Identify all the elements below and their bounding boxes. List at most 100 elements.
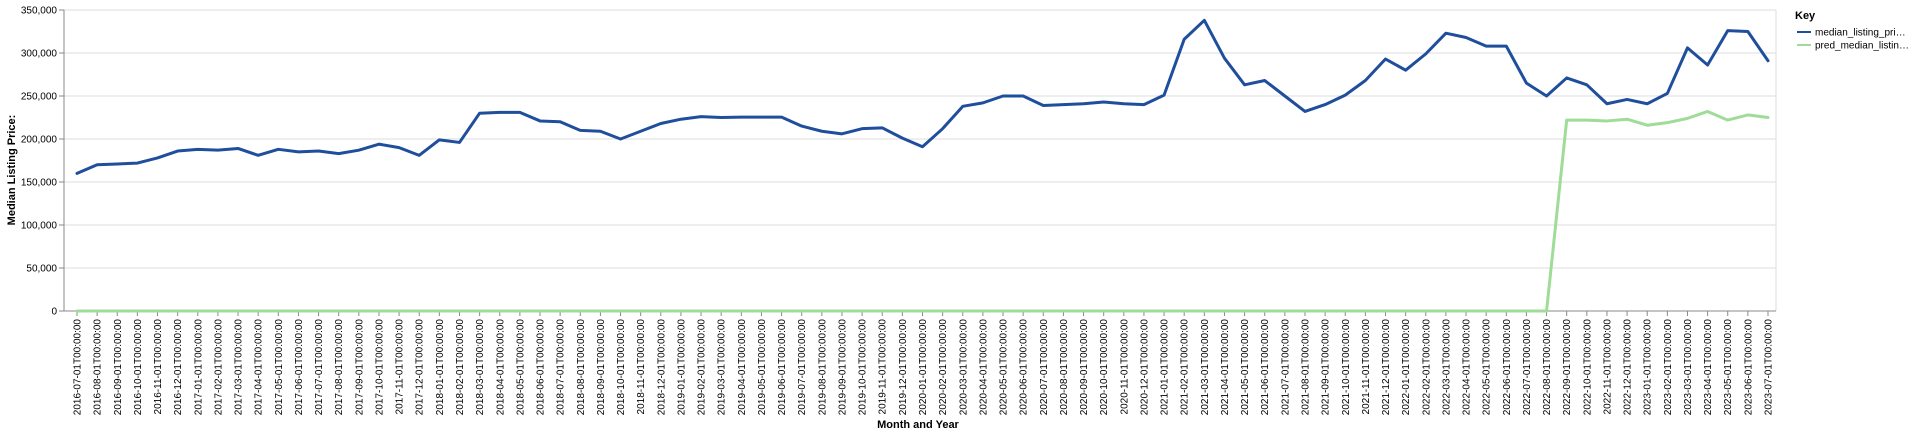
x-tick-label: 2017-05-01T00:00:00 (274, 319, 285, 416)
x-tick-label: 2018-12-01T00:00:00 (656, 319, 667, 416)
x-tick-label: 2018-08-01T00:00:00 (576, 319, 587, 416)
x-tick-label: 2018-04-01T00:00:00 (495, 319, 506, 416)
x-tick-label: 2020-09-01T00:00:00 (1079, 319, 1090, 416)
x-axis-ticks: 2016-07-01T00:00:00 2016-08-01T00:00:00 20… (73, 311, 1775, 415)
x-tick-label: 2023-05-01T00:00:00 (1723, 319, 1734, 416)
x-tick-label: 2017-03-01T00:00:00 (234, 319, 245, 416)
x-tick-label: 2016-09-01T00:00:00 (113, 319, 124, 416)
x-tick-label: 2020-03-01T00:00:00 (958, 319, 969, 416)
x-tick-label: 2017-06-01T00:00:00 (294, 319, 305, 416)
x-tick-label: 2022-01-01T00:00:00 (1401, 319, 1412, 416)
x-tick-label: 2022-10-01T00:00:00 (1582, 319, 1593, 416)
x-tick-label: 2016-10-01T00:00:00 (133, 319, 144, 416)
y-tick-label: 0 (51, 307, 57, 318)
x-tick-label: 2016-08-01T00:00:00 (93, 319, 104, 416)
axes (63, 10, 1777, 312)
x-tick-label: 2019-05-01T00:00:00 (757, 319, 768, 416)
x-tick-label: 2017-10-01T00:00:00 (374, 319, 385, 416)
x-tick-label: 2017-04-01T00:00:00 (254, 319, 265, 416)
x-tick-label: 2017-09-01T00:00:00 (354, 319, 365, 416)
x-tick-label: 2018-09-01T00:00:00 (596, 319, 607, 416)
x-tick-label: 2020-12-01T00:00:00 (1139, 319, 1150, 416)
x-tick-label: 2020-07-01T00:00:00 (1039, 319, 1050, 416)
x-tick-label: 2017-07-01T00:00:00 (314, 319, 325, 416)
x-tick-label: 2022-07-01T00:00:00 (1522, 319, 1533, 416)
x-tick-label: 2023-01-01T00:00:00 (1643, 319, 1654, 416)
x-tick-label: 2019-07-01T00:00:00 (797, 319, 808, 416)
x-tick-label: 2023-02-01T00:00:00 (1663, 319, 1674, 416)
y-tick-label: 250,000 (21, 92, 58, 103)
x-tick-label: 2017-12-01T00:00:00 (415, 319, 426, 416)
x-tick-label: 2017-08-01T00:00:00 (334, 319, 345, 416)
x-tick-label: 2020-06-01T00:00:00 (1019, 319, 1030, 416)
x-tick-label: 2016-11-01T00:00:00 (153, 319, 164, 415)
x-tick-label: 2020-10-01T00:00:00 (1099, 319, 1110, 416)
y-axis-title: Median Listing Price: (6, 115, 18, 226)
x-tick-label: 2017-02-01T00:00:00 (213, 319, 224, 416)
x-tick-label: 2020-11-01T00:00:00 (1119, 319, 1130, 415)
x-tick-label: 2018-01-01T00:00:00 (435, 319, 446, 416)
y-tick-label: 50,000 (26, 264, 57, 275)
legend-label: median_listing_pri… (1815, 28, 1906, 39)
x-tick-label: 2020-04-01T00:00:00 (978, 319, 989, 416)
y-tick-label: 350,000 (21, 6, 58, 17)
x-tick-label: 2018-07-01T00:00:00 (556, 319, 567, 416)
x-tick-label: 2021-02-01T00:00:00 (1180, 319, 1191, 416)
x-tick-label: 2021-01-01T00:00:00 (1160, 319, 1171, 416)
x-tick-label: 2019-10-01T00:00:00 (858, 319, 869, 416)
x-axis-title: Month and Year (877, 419, 959, 431)
x-tick-label: 2021-12-01T00:00:00 (1381, 319, 1392, 416)
legend: Key median_listing_pri… pred_median_listi… (1795, 10, 1909, 52)
x-tick-label: 2021-06-01T00:00:00 (1260, 319, 1271, 416)
x-tick-label: 2019-09-01T00:00:00 (837, 319, 848, 416)
x-tick-label: 2021-03-01T00:00:00 (1200, 319, 1211, 416)
x-tick-label: 2019-03-01T00:00:00 (717, 319, 728, 416)
x-tick-label: 2021-08-01T00:00:00 (1300, 319, 1311, 416)
x-tick-label: 2019-12-01T00:00:00 (898, 319, 909, 416)
x-tick-label: 2019-08-01T00:00:00 (817, 319, 828, 416)
x-tick-label: 2018-05-01T00:00:00 (515, 319, 526, 416)
x-tick-label: 2022-08-01T00:00:00 (1542, 319, 1553, 416)
x-tick-label: 2020-08-01T00:00:00 (1059, 319, 1070, 416)
y-tick-label: 100,000 (21, 221, 58, 232)
x-tick-label: 2021-07-01T00:00:00 (1280, 319, 1291, 416)
x-tick-label: 2022-09-01T00:00:00 (1562, 319, 1573, 416)
x-tick-label: 2019-02-01T00:00:00 (697, 319, 708, 416)
x-tick-label: 2023-03-01T00:00:00 (1683, 319, 1694, 416)
x-tick-label: 2022-02-01T00:00:00 (1421, 319, 1432, 416)
x-tick-label: 2018-06-01T00:00:00 (536, 319, 547, 416)
series-line-2 (75, 109, 1770, 313)
x-tick-label: 2018-02-01T00:00:00 (455, 319, 466, 416)
x-tick-label: 2019-11-01T00:00:00 (878, 319, 889, 415)
x-tick-label: 2022-11-01T00:00:00 (1602, 319, 1613, 415)
x-tick-label: 2018-10-01T00:00:00 (616, 319, 627, 416)
x-tick-label: 2019-04-01T00:00:00 (737, 319, 748, 416)
x-tick-label: 2022-04-01T00:00:00 (1462, 319, 1473, 416)
legend-title: Key (1795, 10, 1816, 22)
x-tick-label: 2018-03-01T00:00:00 (475, 319, 486, 416)
x-tick-label: 2023-04-01T00:00:00 (1703, 319, 1714, 416)
x-tick-label: 2022-12-01T00:00:00 (1623, 319, 1634, 416)
gridlines (64, 9, 1776, 312)
x-tick-label: 2016-07-01T00:00:00 (73, 319, 84, 416)
x-tick-label: 2021-10-01T00:00:00 (1341, 319, 1352, 416)
y-axis-ticks: 0 50,000 100,000 150,000 200,000 250,000 300,0… (21, 6, 64, 318)
x-tick-label: 2021-11-01T00:00:00 (1361, 319, 1372, 415)
series-line-1 (75, 18, 1770, 175)
legend-label: pred_median_listin… (1815, 41, 1909, 52)
x-tick-label: 2020-05-01T00:00:00 (999, 319, 1010, 416)
x-tick-label: 2020-01-01T00:00:00 (918, 319, 929, 416)
x-tick-label: 2023-07-01T00:00:00 (1764, 319, 1775, 416)
x-tick-label: 2016-12-01T00:00:00 (173, 319, 184, 416)
y-tick-label: 300,000 (21, 49, 58, 60)
x-tick-label: 2020-02-01T00:00:00 (938, 319, 949, 416)
x-tick-label: 2022-06-01T00:00:00 (1502, 319, 1513, 416)
x-tick-label: 2019-06-01T00:00:00 (777, 319, 788, 416)
y-tick-label: 150,000 (21, 178, 58, 189)
x-tick-label: 2021-04-01T00:00:00 (1220, 319, 1231, 416)
x-tick-label: 2023-06-01T00:00:00 (1743, 319, 1754, 416)
x-tick-label: 2018-11-01T00:00:00 (636, 319, 647, 415)
legend-entries: median_listing_pri… pred_median_listin… (1797, 28, 1909, 52)
